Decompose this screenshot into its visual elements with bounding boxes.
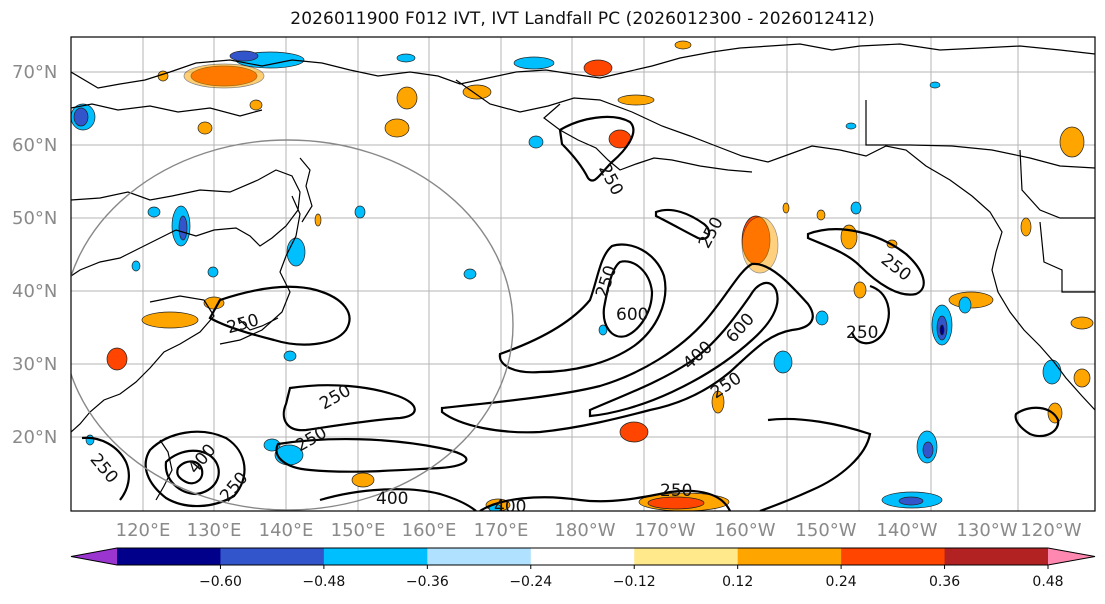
colorbar-tick-label: −0.24 [509,574,552,590]
lat-label: 30°N [12,354,57,375]
lon-label: 140°E [259,520,314,541]
contour-label: 250 [846,323,878,343]
colorbar-segment [427,548,532,565]
colorbar-tick-label: −0.48 [302,574,345,590]
colorbar-tick-label: −0.60 [199,574,242,590]
colorbar-outline [70,547,1096,566]
colorbar-segment [634,548,739,565]
lon-label: 150°W [795,520,856,541]
colorbar-ticks: −0.60 −0.48 −0.36 −0.24 −0.12 0.12 0.24 0.36 0.4… [199,565,1064,590]
colorbar [70,547,1096,566]
colorbar-segment [220,548,325,565]
colorbar-segment [737,548,842,565]
contour-label: 400 [376,489,408,509]
lon-label: 170°W [634,520,695,541]
colorbar-tick-label: 0.36 [929,574,960,590]
colorbar-segment [117,548,221,565]
lon-label: 130°E [187,520,242,541]
lat-label: 20°N [12,427,57,448]
pc-filled-regions [71,40,1094,511]
longitude-labels: 120°E 130°E 140°E 150°E 160°E 170°E 180°… [116,520,1082,541]
lat-label: 40°N [12,281,57,302]
target-circle [71,139,514,511]
lon-label: 120°W [1020,520,1081,541]
colorbar-tick-label: 0.24 [826,574,857,590]
plot-frame [70,36,1096,512]
gridlines [71,37,1095,511]
lon-label: 130°W [956,520,1017,541]
colorbar-tick-label: −0.36 [406,574,449,590]
lon-label: 120°E [116,520,171,541]
lon-label: 160°W [714,520,775,541]
latitude-labels: 70°N 60°N 50°N 40°N 30°N 20°N [12,62,57,448]
lon-label: 170°E [474,520,529,541]
lon-label: 160°E [402,520,457,541]
colorbar-tick-label: 0.12 [722,574,753,590]
lat-label: 70°N [12,62,57,83]
lat-label: 50°N [12,208,57,229]
lon-label: 180°W [554,520,615,541]
ivt-contours [81,115,1060,511]
colorbar-segment [841,548,946,565]
colorbar-segment [323,548,428,565]
contour-label: 600 [616,305,648,325]
colorbar-segment [944,548,1049,565]
colorbar-tick-label: 0.48 [1032,574,1063,590]
colorbar-extend-max [1048,548,1095,565]
colorbar-extend-min [71,548,117,565]
colorbar-tick-label: −0.12 [613,574,656,590]
contour-label: 400 [494,497,526,517]
colorbar-segment [530,548,635,565]
lon-label: 150°E [331,520,386,541]
coastlines [71,43,1095,501]
contour-label: 250 [660,481,692,501]
map-title: 2026011900 F012 IVT, IVT Landfall PC (20… [290,9,875,29]
lon-label: 140°W [876,520,937,541]
lat-label: 60°N [12,135,57,156]
plot-area [71,37,1095,511]
